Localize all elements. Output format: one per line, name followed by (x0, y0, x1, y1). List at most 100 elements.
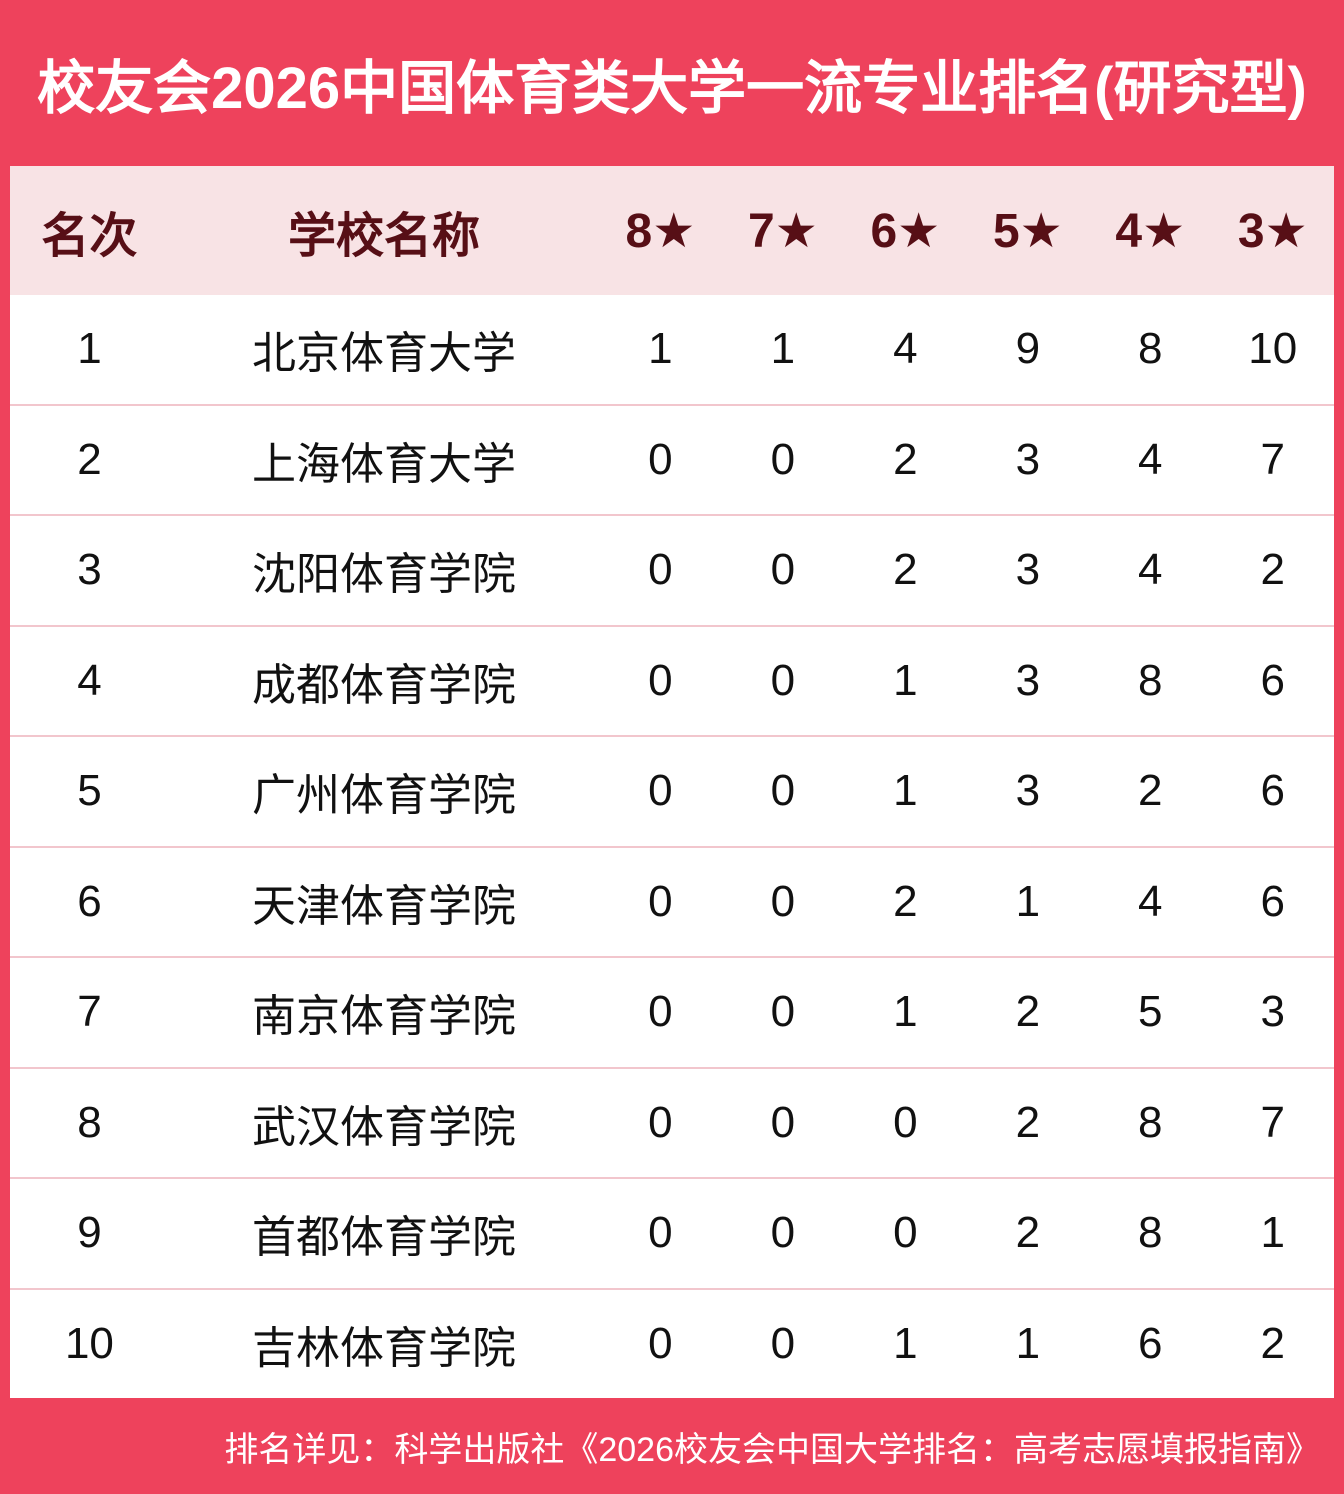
title-bar: 校友会2026中国体育类大学一流专业排名(研究型) (0, 0, 1344, 166)
star-count-cell: 2 (893, 434, 918, 484)
column-header-5star: 5★ (992, 204, 1063, 258)
school-name-cell: 上海体育大学 (252, 439, 517, 489)
star-count-cell: 3 (1015, 655, 1041, 705)
star-count-cell: 1 (648, 324, 673, 374)
rank-cell: 6 (77, 876, 102, 926)
table-row: 2 上海体育大学 0 0 2 3 4 7 (10, 403, 1334, 514)
table-row: 8 武汉体育学院 0 0 0 2 8 7 (10, 1066, 1334, 1177)
star-count-cell: 2 (1260, 1318, 1285, 1368)
school-name-cell: 首都体育学院 (252, 1213, 517, 1263)
rank-cell: 1 (77, 324, 102, 374)
star-count-cell: 4 (893, 324, 918, 374)
star-count-cell: 1 (1260, 1208, 1285, 1258)
star-count-cell: 2 (1015, 1208, 1041, 1258)
column-header-6star: 6★ (870, 204, 941, 258)
star-count-cell: 0 (770, 766, 796, 816)
table-row: 6 天津体育学院 0 0 2 1 4 6 (10, 845, 1334, 956)
star-count-cell: 9 (1015, 324, 1041, 374)
star-count-cell: 0 (648, 1097, 673, 1147)
page-title: 校友会2026中国体育类大学一流专业排名(研究型) (37, 56, 1307, 121)
star-count-cell: 5 (1138, 987, 1163, 1037)
star-count-cell: 7 (1260, 434, 1285, 484)
star-count-cell: 2 (893, 545, 918, 595)
column-header-school: 学校名称 (288, 209, 481, 263)
column-header-8star: 8★ (625, 204, 696, 258)
star-count-cell: 0 (648, 655, 673, 705)
star-count-cell: 0 (648, 1208, 673, 1258)
star-count-cell: 8 (1138, 655, 1163, 705)
star-count-cell: 0 (770, 545, 796, 595)
school-name-cell: 成都体育学院 (252, 660, 517, 710)
star-count-cell: 6 (1260, 766, 1285, 816)
star-count-cell: 10 (1248, 324, 1298, 374)
star-count-cell: 0 (893, 1208, 918, 1258)
star-count-cell: 3 (1260, 987, 1285, 1037)
table-row: 1 北京体育大学 1 1 4 9 8 10 (10, 295, 1334, 404)
star-count-cell: 3 (1015, 766, 1041, 816)
school-name-cell: 沈阳体育学院 (252, 550, 517, 600)
star-count-cell: 2 (1260, 545, 1285, 595)
star-count-cell: 8 (1138, 1208, 1163, 1258)
star-count-cell: 0 (770, 876, 796, 926)
star-count-cell: 1 (893, 766, 918, 816)
rank-cell: 5 (77, 766, 102, 816)
school-name-cell: 南京体育学院 (252, 992, 517, 1042)
star-count-cell: 1 (893, 987, 918, 1037)
star-count-cell: 3 (1015, 434, 1041, 484)
star-count-cell: 3 (1015, 545, 1041, 595)
table-body: 1 北京体育大学 1 1 4 9 8 10 2 上海体育大学 0 0 2 3 4 7 3 沈阳体育学院 0 0 2 3 4 2… (10, 295, 1334, 1398)
star-count-cell: 7 (1260, 1097, 1285, 1147)
rank-cell: 4 (77, 655, 102, 705)
rank-cell: 7 (77, 987, 102, 1037)
star-count-cell: 6 (1260, 655, 1285, 705)
table-header-row: 名次 学校名称 8★ 7★ 6★ 5★ 4★ 3★ (10, 166, 1334, 295)
school-name-cell: 天津体育学院 (252, 881, 517, 931)
table-row: 4 成都体育学院 0 0 1 3 8 6 (10, 624, 1334, 735)
star-count-cell: 0 (770, 1097, 796, 1147)
star-count-cell: 0 (770, 1208, 796, 1258)
school-name-cell: 广州体育学院 (252, 771, 517, 821)
school-name-cell: 武汉体育学院 (252, 1102, 517, 1152)
column-header-4star: 4★ (1115, 204, 1186, 258)
rank-cell: 8 (77, 1097, 102, 1147)
star-count-cell: 0 (648, 766, 673, 816)
school-name-cell: 北京体育大学 (252, 329, 517, 379)
column-header-rank: 名次 (41, 209, 138, 263)
star-count-cell: 0 (770, 434, 796, 484)
star-count-cell: 0 (648, 1318, 673, 1368)
star-count-cell: 8 (1138, 324, 1163, 374)
star-count-cell: 0 (770, 1318, 796, 1368)
school-name-cell: 吉林体育学院 (252, 1323, 517, 1373)
rank-cell: 10 (64, 1318, 114, 1368)
star-count-cell: 1 (893, 1318, 918, 1368)
star-count-cell: 2 (893, 876, 918, 926)
star-count-cell: 0 (893, 1097, 918, 1147)
table-row: 9 首都体育学院 0 0 0 2 8 1 (10, 1177, 1334, 1288)
ranking-table: 名次 学校名称 8★ 7★ 6★ 5★ 4★ 3★ 1 北京体育大学 1 1 4 9 8 10 2 上海体育大学… (10, 166, 1334, 1398)
star-count-cell: 0 (648, 545, 673, 595)
star-count-cell: 1 (770, 324, 796, 374)
footer-bar: 排名详见：科学出版社《2026校友会中国大学排名：高考志愿填报指南》 (0, 1398, 1344, 1494)
column-header-7star: 7★ (748, 204, 818, 258)
table-row: 3 沈阳体育学院 0 0 2 3 4 2 (10, 514, 1334, 625)
star-count-cell: 2 (1015, 987, 1041, 1037)
star-count-cell: 1 (1015, 1318, 1041, 1368)
star-count-cell: 4 (1138, 434, 1163, 484)
star-count-cell: 0 (648, 987, 673, 1037)
star-count-cell: 4 (1138, 545, 1163, 595)
table-row: 5 广州体育学院 0 0 1 3 2 6 (10, 735, 1334, 846)
table-row: 10 吉林体育学院 0 0 1 1 6 2 (10, 1287, 1334, 1398)
star-count-cell: 2 (1015, 1097, 1041, 1147)
star-count-cell: 6 (1260, 876, 1285, 926)
star-count-cell: 0 (648, 876, 673, 926)
star-count-cell: 8 (1138, 1097, 1163, 1147)
star-count-cell: 1 (893, 655, 918, 705)
star-count-cell: 0 (770, 655, 796, 705)
rank-cell: 9 (77, 1208, 102, 1258)
table-row: 7 南京体育学院 0 0 1 2 5 3 (10, 956, 1334, 1067)
star-count-cell: 0 (648, 434, 673, 484)
star-count-cell: 1 (1015, 876, 1041, 926)
star-count-cell: 0 (770, 987, 796, 1037)
star-count-cell: 2 (1138, 766, 1163, 816)
